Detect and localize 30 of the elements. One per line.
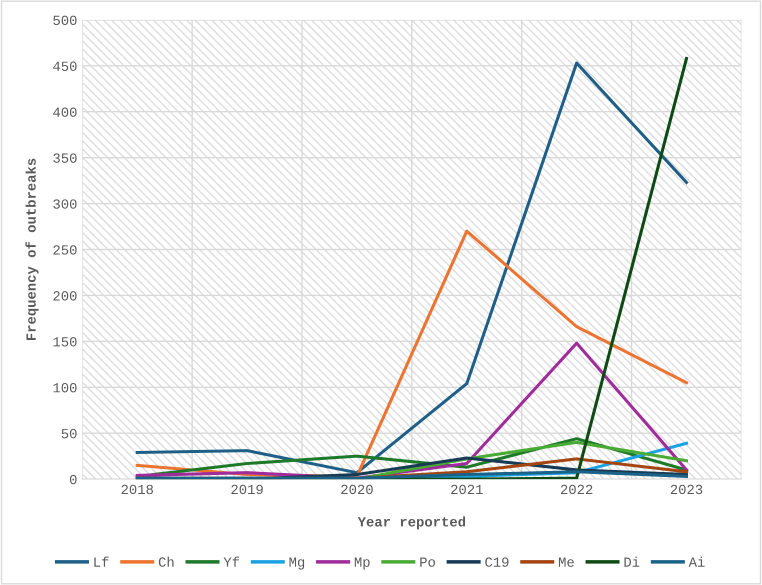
y-tick-label: 300 [53,199,77,209]
y-tick-label: 100 [53,383,77,392]
legend-label: Lf [94,556,109,567]
line-series [136,470,688,480]
y-tick-label: 150 [53,337,77,347]
legend-label: Po [420,558,435,567]
y-tick-label: 200 [53,291,77,301]
legend-label: Me [558,558,574,567]
x-tick-label: 2021 [451,484,483,494]
y-tick-label: 450 [53,62,77,71]
legend-label: Ch [158,556,174,567]
x-tick-label: 2018 [122,484,153,494]
y-axis-title: Frequency of outbreaks [25,158,39,340]
x-tick-label: 2023 [670,484,702,494]
x-tick-label: 2022 [560,484,592,494]
y-tick-label: 0 [70,474,77,484]
y-tick-label: 50 [62,428,77,438]
y-tick-label: 250 [53,245,77,255]
legend-label: C19 [485,557,509,567]
y-tick-label: 350 [53,153,77,163]
x-tick-label: 2020 [341,484,373,494]
legend-label: Ai [688,556,705,567]
legend-label: Yf [224,556,240,567]
y-tick-label: 500 [53,16,77,26]
legend-label: Di [624,556,640,567]
y-tick-label: 400 [53,107,77,117]
legend-label: Mp [354,558,370,570]
x-tick-label: 2019 [231,484,263,494]
legend-label: Mg [290,558,304,570]
x-axis-title: Year reported [358,516,466,530]
